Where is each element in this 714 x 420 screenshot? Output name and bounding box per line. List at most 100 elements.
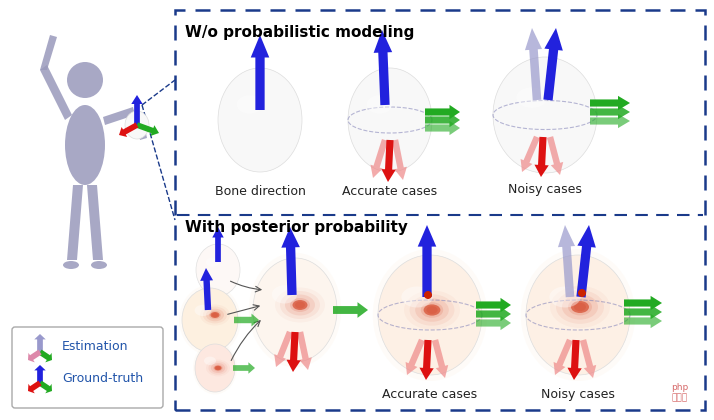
Ellipse shape (216, 366, 221, 370)
Polygon shape (590, 105, 630, 119)
Ellipse shape (211, 312, 219, 318)
Polygon shape (568, 340, 582, 380)
Ellipse shape (204, 355, 226, 381)
Ellipse shape (65, 105, 105, 185)
Ellipse shape (183, 289, 237, 351)
Ellipse shape (91, 261, 107, 269)
Ellipse shape (394, 274, 466, 356)
Polygon shape (39, 349, 52, 362)
Polygon shape (333, 302, 368, 318)
Ellipse shape (285, 294, 315, 315)
Text: Bone direction: Bone direction (215, 185, 306, 198)
Ellipse shape (237, 95, 262, 113)
Polygon shape (251, 35, 269, 110)
Polygon shape (624, 314, 662, 328)
Polygon shape (297, 331, 312, 370)
Polygon shape (373, 30, 392, 105)
Ellipse shape (272, 281, 318, 339)
Ellipse shape (193, 341, 237, 394)
Polygon shape (119, 123, 139, 137)
Ellipse shape (195, 305, 211, 316)
Ellipse shape (535, 265, 621, 365)
Polygon shape (476, 307, 511, 321)
Ellipse shape (206, 315, 214, 324)
Polygon shape (28, 381, 41, 394)
Ellipse shape (562, 294, 598, 320)
Ellipse shape (423, 304, 441, 315)
Ellipse shape (574, 303, 586, 311)
Ellipse shape (207, 358, 223, 378)
Polygon shape (425, 105, 460, 119)
Polygon shape (39, 381, 52, 394)
Polygon shape (34, 365, 46, 383)
Ellipse shape (521, 249, 635, 381)
Ellipse shape (209, 311, 221, 319)
Ellipse shape (401, 286, 433, 307)
Ellipse shape (289, 303, 301, 317)
Polygon shape (432, 339, 448, 378)
Ellipse shape (410, 294, 454, 326)
Ellipse shape (416, 298, 449, 322)
Text: Noisy cases: Noisy cases (508, 183, 582, 196)
Ellipse shape (255, 260, 336, 360)
Text: Accurate cases: Accurate cases (343, 185, 438, 198)
Ellipse shape (211, 363, 225, 373)
Ellipse shape (196, 244, 240, 296)
Ellipse shape (571, 301, 589, 313)
Polygon shape (590, 96, 630, 110)
Ellipse shape (266, 274, 324, 346)
Ellipse shape (387, 265, 473, 365)
Ellipse shape (280, 291, 320, 319)
Polygon shape (131, 95, 143, 125)
Polygon shape (425, 113, 460, 127)
Polygon shape (392, 139, 407, 180)
Polygon shape (286, 332, 301, 372)
Polygon shape (40, 65, 72, 120)
Polygon shape (543, 28, 563, 100)
Ellipse shape (563, 299, 593, 331)
Ellipse shape (125, 111, 149, 139)
Polygon shape (553, 339, 573, 375)
FancyBboxPatch shape (12, 327, 163, 408)
Polygon shape (525, 28, 542, 100)
Ellipse shape (290, 298, 310, 312)
Ellipse shape (202, 311, 218, 329)
Ellipse shape (198, 307, 221, 333)
Ellipse shape (416, 299, 444, 331)
Ellipse shape (493, 57, 597, 173)
Ellipse shape (206, 309, 224, 321)
Ellipse shape (516, 87, 548, 108)
Polygon shape (136, 122, 159, 136)
Circle shape (424, 291, 432, 299)
Ellipse shape (253, 258, 337, 362)
Ellipse shape (526, 255, 630, 375)
Ellipse shape (179, 285, 241, 355)
Polygon shape (419, 340, 433, 380)
Ellipse shape (198, 348, 231, 388)
Ellipse shape (423, 307, 437, 323)
Ellipse shape (195, 344, 235, 392)
Ellipse shape (204, 357, 216, 365)
Polygon shape (212, 227, 223, 262)
Polygon shape (103, 107, 135, 125)
Polygon shape (274, 331, 293, 367)
Polygon shape (40, 35, 57, 70)
Ellipse shape (214, 365, 221, 370)
Text: Estimation: Estimation (62, 341, 129, 354)
Polygon shape (624, 296, 662, 310)
Ellipse shape (208, 361, 228, 375)
Ellipse shape (556, 290, 600, 340)
Polygon shape (476, 298, 511, 312)
Ellipse shape (283, 296, 306, 324)
Ellipse shape (191, 298, 229, 342)
Text: With posterior probability: With posterior probability (185, 220, 408, 235)
Ellipse shape (201, 352, 228, 384)
Ellipse shape (295, 302, 305, 309)
Polygon shape (535, 137, 549, 177)
Polygon shape (521, 136, 540, 172)
Ellipse shape (187, 294, 233, 346)
Ellipse shape (556, 290, 604, 324)
Text: W/o probabilistic modeling: W/o probabilistic modeling (185, 25, 414, 40)
Polygon shape (476, 316, 511, 330)
Ellipse shape (373, 249, 487, 381)
